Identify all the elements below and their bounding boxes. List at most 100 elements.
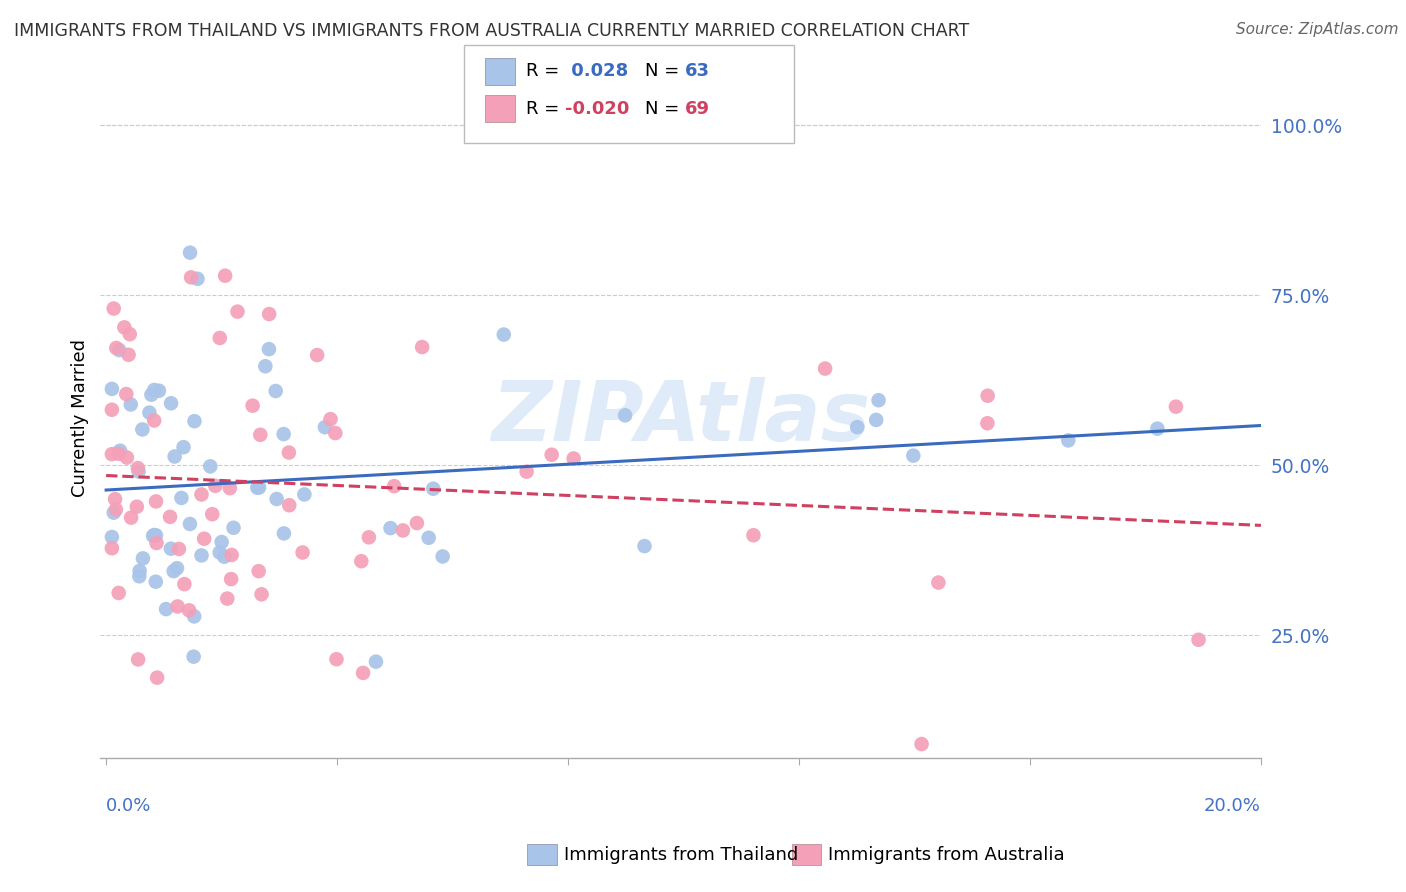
Point [325,652,347,666]
Point [120,397,142,411]
Point [148,384,170,398]
Point [614,409,637,423]
Point [222,521,245,535]
Point [193,532,215,546]
Point [179,516,201,531]
Point [138,406,160,420]
Point [183,414,205,428]
Point [364,655,387,669]
Point [101,530,124,544]
Point [432,549,454,564]
Point [382,479,405,493]
Point [142,529,165,543]
Point [200,459,222,474]
Point [633,539,655,553]
Point [204,479,226,493]
Point [117,348,139,362]
Point [160,396,183,410]
Text: R =: R = [526,100,565,118]
Point [132,551,155,566]
Point [976,389,998,403]
Point [357,530,380,544]
Point [107,447,129,461]
Text: Immigrants from Thailand: Immigrants from Thailand [564,846,799,863]
Point [257,342,280,356]
Point [105,341,128,355]
Point [208,545,231,559]
Point [101,541,124,556]
Point [183,649,205,664]
Point [221,548,243,562]
Point [392,524,415,538]
Point [742,528,765,542]
Point [141,387,163,401]
Point [307,348,329,362]
Point [211,535,233,549]
Point [163,450,186,464]
Point [214,549,236,564]
Point [291,545,314,559]
Point [380,521,402,535]
Point [180,270,202,285]
Point [814,361,837,376]
Point [846,420,869,434]
Point [208,331,231,345]
Point [146,671,169,685]
Point [314,420,336,434]
Point [145,494,167,508]
Point [127,461,149,475]
Point [145,574,167,589]
Point [254,359,277,374]
Point [101,382,124,396]
Point [143,383,166,397]
Point [976,416,998,430]
Point [292,487,315,501]
Point [186,272,208,286]
Point [214,268,236,283]
Point [278,498,301,512]
Point [226,304,249,318]
Point [173,440,195,454]
Point [166,599,188,614]
Point [167,541,190,556]
Point [250,587,273,601]
Point [170,491,193,505]
Point [903,449,925,463]
Point [166,561,188,575]
Point [411,340,433,354]
Point [406,516,429,530]
Point [173,577,195,591]
Point [492,327,515,342]
Point [273,526,295,541]
Point [218,481,240,495]
Point [350,554,373,568]
Point [145,536,167,550]
Point [128,464,150,478]
Point [422,482,444,496]
Point [115,387,138,401]
Point [107,586,129,600]
Point [101,402,124,417]
Point [128,569,150,583]
Point [865,413,887,427]
Point [319,412,342,426]
Point [145,528,167,542]
Text: R =: R = [526,62,565,80]
Text: IMMIGRANTS FROM THAILAND VS IMMIGRANTS FROM AUSTRALIA CURRENTLY MARRIED CORRELAT: IMMIGRANTS FROM THAILAND VS IMMIGRANTS F… [14,22,969,40]
Y-axis label: Currently Married: Currently Married [72,339,89,497]
Point [418,531,440,545]
Point [101,447,124,461]
Point [323,426,346,441]
Point [160,541,183,556]
Point [540,448,562,462]
Point [927,575,949,590]
Text: 63: 63 [685,62,710,80]
Point [179,245,201,260]
Point [108,343,131,357]
Point [264,384,287,398]
Point [247,564,270,578]
Point [118,327,141,342]
Point [201,507,224,521]
Point [249,427,271,442]
Point [190,549,212,563]
